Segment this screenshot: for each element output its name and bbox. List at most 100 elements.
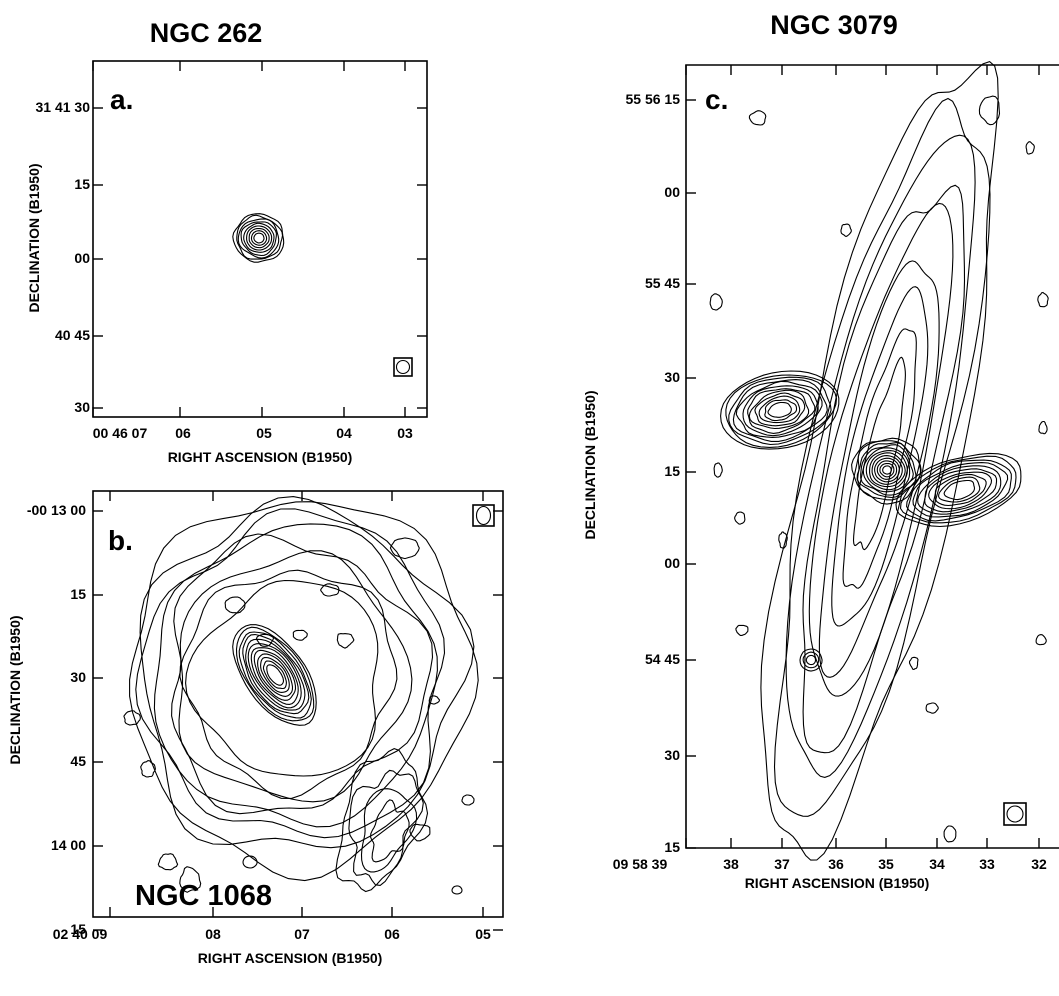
c-small-contour-6: [713, 462, 723, 478]
panel-c-frame: [685, 64, 1059, 849]
b-small-contour-5: [157, 853, 179, 871]
c-disk-contour-6: [831, 286, 929, 627]
c-small-contour-4: [709, 293, 723, 311]
panel-c-xlabel: RIGHT ASCENSION (B1950): [745, 875, 930, 891]
b-small-contour-8: [123, 710, 141, 726]
b-small-contour-9: [140, 760, 156, 778]
b-core-contour-10: [262, 660, 287, 690]
a-ytick-label-4: 30: [74, 399, 90, 415]
c-small-contour-2: [1037, 291, 1049, 308]
a-contour-4: [243, 222, 275, 253]
b-tail-contour-1: [348, 769, 424, 886]
b-disk-contour-6: [179, 569, 398, 799]
c-east-lobe-contour-4: [917, 465, 1002, 515]
c-west-lobe-contour-10: [764, 399, 798, 422]
c-small-contour-8: [735, 624, 749, 636]
b-core-contour-3: [242, 633, 310, 715]
a-ytick-label-3: 40 45: [55, 327, 90, 343]
a-contour-6: [248, 228, 270, 249]
c-west-lobe-contour-0: [720, 370, 840, 450]
c-small-contour-3: [1038, 420, 1048, 435]
c-nucleus-contour-4: [862, 447, 911, 493]
c-disk-contour-0: [760, 60, 999, 861]
c-west-lobe-contour-2: [728, 376, 832, 446]
c-nucleus-contour-0: [851, 437, 922, 505]
b-core-contour-9: [260, 656, 290, 693]
c-ytick-label-6: 54 45: [645, 651, 680, 667]
c-xtick-label-4: 35: [878, 856, 894, 872]
c-small-contour-1: [978, 95, 1001, 126]
b-ytick-label-0: -00 13 00: [27, 502, 86, 518]
a-xtick-label-2: 05: [256, 425, 272, 441]
c-west-lobe-contour-5: [742, 385, 819, 437]
b-core-contour-6: [250, 647, 299, 705]
c-xtick-label-5: 34: [929, 856, 945, 872]
b-ytick-label-3: 45: [70, 753, 86, 769]
b-small-contour-12: [451, 885, 463, 895]
c-nucleus-contour-10: [879, 462, 895, 478]
b-core-contour-7: [253, 649, 297, 701]
panel-a-beam: [393, 357, 413, 377]
b-ytick-label-4: 14 00: [51, 837, 86, 853]
c-small-contour-9: [1035, 634, 1047, 646]
c-small-contour-10: [925, 702, 939, 714]
c-xtick-label-0: 09 58 39: [613, 856, 668, 872]
c-small-contour-5: [734, 511, 746, 525]
a-xtick-label-4: 03: [397, 425, 413, 441]
c-nucleus-contour-5: [865, 450, 908, 491]
panel-a: NGC 262 a. DECLINATION (B1950) RIGHT ASC…: [26, 18, 428, 465]
panel-c-letter: c.: [705, 84, 728, 115]
c-ytick-label-3: 30: [664, 369, 680, 385]
c-ytick-label-8: 15: [664, 839, 680, 855]
b-small-contour-4: [179, 866, 202, 893]
c-west-lobe-contour-1: [725, 374, 838, 448]
a-contour-7: [250, 230, 268, 246]
c-ytick-label-0: 55 56 15: [626, 91, 681, 107]
c-disk-contour-1: [773, 97, 991, 817]
c-west-lobe-contour-7: [748, 389, 810, 430]
b-small-contour-6: [242, 855, 258, 869]
b-small-contour-14: [409, 823, 431, 842]
c-east-lobe-contour-3: [912, 462, 1009, 518]
panel-b-ylabel: DECLINATION (B1950): [7, 615, 23, 764]
b-tail-contour-2: [360, 788, 418, 873]
c-west-lobe-contour-9: [758, 395, 801, 424]
c-small-contour-0: [748, 110, 767, 126]
b-ytick-label-2: 30: [70, 669, 86, 685]
c-ytick-label-1: 00: [664, 184, 680, 200]
b-small-contour-7: [389, 537, 420, 560]
panel-b-letter: b.: [108, 525, 133, 556]
b-disk-contour-3: [153, 523, 438, 828]
c-east-lobe-contour-1: [899, 455, 1017, 524]
a-contour-1: [236, 214, 284, 260]
panel-b-title: NGC 1068: [135, 880, 272, 912]
b-core-contour-0: [232, 624, 317, 726]
b-core-contour-1: [235, 626, 315, 722]
c-small-contour-13: [1025, 141, 1035, 155]
c-east-lobe-contour-7: [934, 473, 987, 507]
a-xtick-label-1: 06: [175, 425, 191, 441]
panel-a-title: NGC 262: [150, 18, 263, 48]
a-ytick-label-0: 31 41 30: [36, 99, 91, 115]
c-nucleus-contour-7: [871, 455, 903, 485]
c-small-contour-14: [943, 825, 957, 843]
c-compact-contour-2: [805, 654, 817, 666]
c-nucleus-contour-9: [876, 460, 898, 480]
c-small-contour-7: [778, 531, 788, 549]
c-west-lobe-contour-6: [747, 388, 816, 434]
c-xtick-label-7: 32: [1031, 856, 1047, 872]
panel-c-contours: [709, 60, 1049, 861]
c-xtick-label-6: 33: [979, 856, 995, 872]
b-small-contour-1: [292, 629, 308, 641]
c-nucleus-contour-6: [869, 452, 906, 488]
b-ytick-label-5: 15: [70, 921, 86, 937]
a-contour-5: [246, 225, 273, 251]
panel-b-frame: [92, 490, 504, 918]
c-disk-contour-4: [808, 202, 954, 697]
c-nucleus-contour-2: [856, 442, 917, 499]
b-core-contour-5: [247, 643, 302, 709]
b-small-contour-2: [224, 596, 246, 614]
c-west-lobe-contour-8: [754, 392, 806, 427]
panel-b-xlabel: RIGHT ASCENSION (B1950): [198, 950, 383, 966]
